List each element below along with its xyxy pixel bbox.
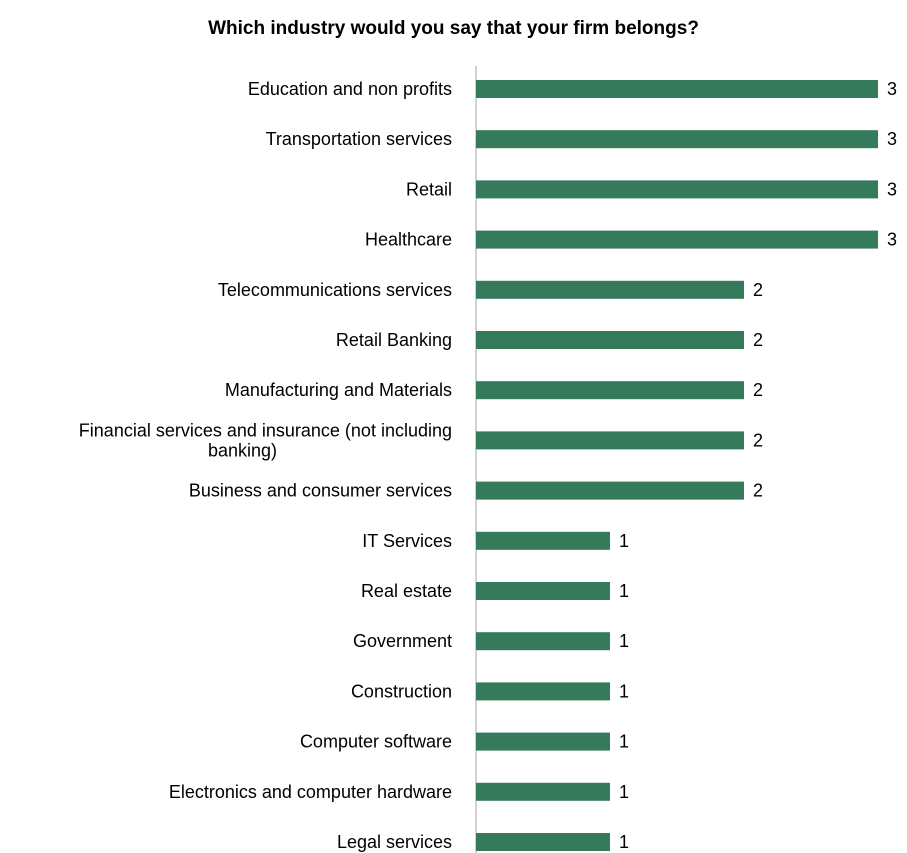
bar-value-label: 1 [619, 832, 629, 852]
category-label: Government [353, 631, 452, 651]
bar [476, 80, 878, 98]
bar-value-label: 1 [619, 681, 629, 701]
bar [476, 481, 744, 500]
bar-value-label: 2 [753, 430, 763, 450]
bar [476, 130, 878, 149]
category-label-line: Healthcare [365, 230, 452, 250]
category-label: Manufacturing and Materials [225, 380, 452, 400]
bar-value-label: 3 [887, 179, 897, 199]
bar [476, 230, 878, 249]
category-label: Business and consumer services [189, 481, 452, 501]
bar [476, 732, 610, 751]
category-label-line: Retail Banking [336, 330, 452, 350]
bar [476, 531, 610, 550]
category-label-line: Manufacturing and Materials [225, 380, 452, 400]
category-label: Construction [351, 681, 452, 701]
bar-value-label: 3 [887, 230, 897, 250]
bar-value-label: 2 [753, 380, 763, 400]
bar-value-label: 2 [753, 280, 763, 300]
category-label: Retail Banking [336, 330, 452, 350]
category-label: Healthcare [365, 230, 452, 250]
category-label-line: Legal services [337, 832, 452, 852]
category-label-line: Real estate [361, 581, 452, 601]
bar [476, 682, 610, 701]
category-label-line: Government [353, 631, 452, 651]
category-label: Financial services and insurance (not in… [79, 420, 452, 460]
category-label: Legal services [337, 832, 452, 852]
bar [476, 833, 610, 851]
category-label-line: Retail [406, 179, 452, 199]
category-label-line: Computer software [300, 732, 452, 752]
bar-value-label: 1 [619, 631, 629, 651]
bar [476, 381, 744, 400]
bar [476, 431, 744, 450]
category-label-line: Construction [351, 681, 452, 701]
bar-value-label: 2 [753, 330, 763, 350]
category-label: IT Services [362, 531, 452, 551]
bar [476, 582, 610, 600]
category-label: Telecommunications services [218, 280, 452, 300]
chart-title: Which industry would you say that your f… [208, 18, 699, 39]
category-label: Transportation services [266, 129, 452, 149]
category-label-line: Telecommunications services [218, 280, 452, 300]
bar [476, 632, 610, 651]
bar-value-label: 1 [619, 531, 629, 551]
bar-value-label: 1 [619, 581, 629, 601]
category-label-line: Financial services and insurance (not in… [79, 420, 452, 440]
category-label: Computer software [300, 732, 452, 752]
bar [476, 280, 744, 299]
category-label-line: IT Services [362, 531, 452, 551]
category-label: Education and non profits [248, 79, 452, 99]
bar-value-label: 1 [619, 782, 629, 802]
bar-value-label: 2 [753, 481, 763, 501]
category-label-line: Electronics and computer hardware [169, 782, 452, 802]
bar [476, 331, 744, 349]
bar [476, 782, 610, 801]
bar-value-label: 3 [887, 129, 897, 149]
category-label-line: Education and non profits [248, 79, 452, 99]
category-label: Real estate [361, 581, 452, 601]
category-label: Electronics and computer hardware [169, 782, 452, 802]
bar-value-label: 1 [619, 732, 629, 752]
bar [476, 180, 878, 199]
category-label-line: Transportation services [266, 129, 452, 149]
bar-value-label: 3 [887, 79, 897, 99]
category-label: Retail [406, 179, 452, 199]
category-label-line: banking) [208, 440, 277, 460]
category-label-line: Business and consumer services [189, 481, 452, 501]
